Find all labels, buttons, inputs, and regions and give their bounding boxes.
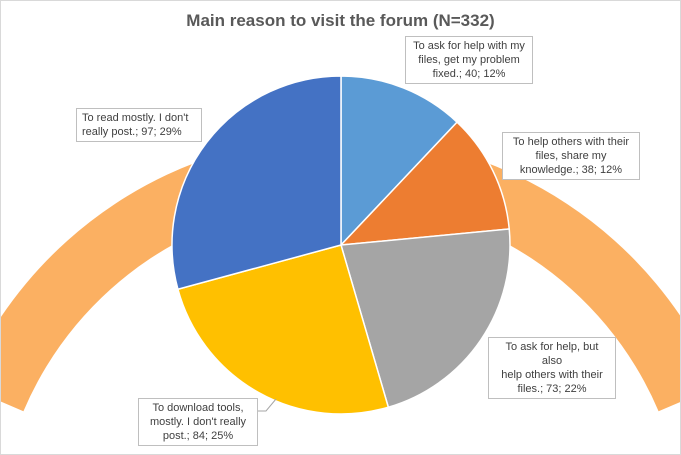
slice-help-others xyxy=(339,121,511,246)
slice-ask-and-help xyxy=(340,228,511,409)
data-label-help-others: To help others with their files, share m… xyxy=(502,132,640,180)
slice-download-tools xyxy=(176,244,390,415)
chart-title: Main reason to visit the forum (N=332) xyxy=(186,11,495,30)
background-arc xyxy=(1,136,680,412)
leader-line-download-tools xyxy=(258,398,277,412)
data-label-download-tools: To download tools, mostly. I don't reall… xyxy=(138,398,258,446)
slice-read-mostly xyxy=(171,75,342,291)
data-label-ask-help: To ask for help with my files, get my pr… xyxy=(405,36,533,84)
slice-ask-help xyxy=(340,75,459,247)
data-label-ask-and-help: To ask for help, but also help others wi… xyxy=(488,337,616,399)
data-label-read-mostly: To read mostly. I don't really post.; 97… xyxy=(76,108,202,142)
